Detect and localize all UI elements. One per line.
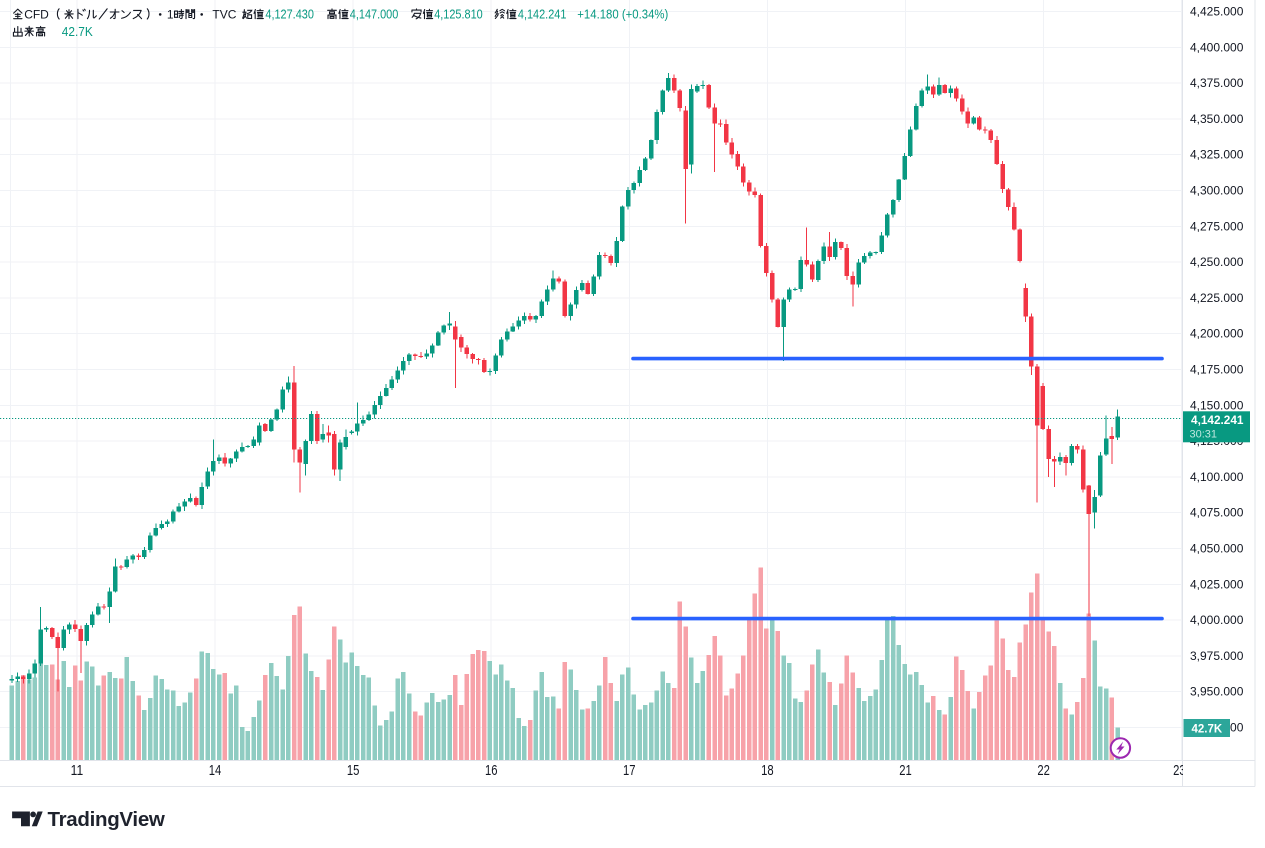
- svg-text:4,300.000: 4,300.000: [1190, 184, 1244, 198]
- svg-text:4,325.000: 4,325.000: [1190, 148, 1244, 162]
- svg-text:42.7K: 42.7K: [1191, 724, 1222, 736]
- svg-text:TVC: TVC: [212, 7, 236, 21]
- svg-text:4,025.000: 4,025.000: [1190, 577, 1244, 591]
- svg-text:4,350.000: 4,350.000: [1190, 112, 1244, 126]
- svg-text:4,250.000: 4,250.000: [1190, 255, 1244, 269]
- svg-text:4,147.000: 4,147.000: [350, 7, 399, 21]
- svg-text:16: 16: [485, 762, 498, 779]
- svg-text:1: 1: [167, 7, 174, 21]
- svg-text:CFD: CFD: [24, 7, 49, 21]
- svg-text:14: 14: [209, 762, 222, 779]
- svg-text:4,127.430: 4,127.430: [265, 7, 314, 21]
- svg-text:4,075.000: 4,075.000: [1190, 506, 1244, 520]
- svg-text:23: 23: [1173, 762, 1186, 779]
- svg-text:4,125.810: 4,125.810: [434, 7, 483, 21]
- svg-text:4,275.000: 4,275.000: [1190, 219, 1244, 233]
- svg-text:18: 18: [761, 762, 774, 779]
- svg-text:30:31: 30:31: [1190, 429, 1218, 441]
- svg-text:4,142.241: 4,142.241: [1191, 413, 1244, 427]
- svg-text:4,375.000: 4,375.000: [1190, 76, 1244, 90]
- svg-text:22: 22: [1037, 762, 1050, 779]
- svg-text:11: 11: [71, 762, 84, 779]
- svg-text:3,975.000: 3,975.000: [1190, 649, 1244, 663]
- svg-text:4,400.000: 4,400.000: [1190, 40, 1244, 54]
- svg-text:4,175.000: 4,175.000: [1190, 363, 1244, 377]
- svg-text:15: 15: [347, 762, 360, 779]
- svg-text:4,200.000: 4,200.000: [1190, 327, 1244, 341]
- svg-text:4,100.000: 4,100.000: [1190, 470, 1244, 484]
- svg-text:4,000.000: 4,000.000: [1190, 613, 1244, 627]
- svg-text:3,950.000: 3,950.000: [1190, 685, 1244, 699]
- svg-text:42.7K: 42.7K: [62, 25, 94, 39]
- svg-text:+14.180 (+0.34%): +14.180 (+0.34%): [577, 7, 668, 21]
- svg-text:4,150.000: 4,150.000: [1190, 398, 1244, 412]
- svg-text:4,142.241: 4,142.241: [518, 7, 567, 21]
- svg-text:4,425.000: 4,425.000: [1190, 5, 1244, 19]
- svg-text:4,225.000: 4,225.000: [1190, 291, 1244, 305]
- svg-text:21: 21: [899, 762, 912, 779]
- svg-text:4,050.000: 4,050.000: [1190, 542, 1244, 556]
- svg-text:17: 17: [623, 762, 636, 779]
- svg-text:TradingView: TradingView: [48, 808, 165, 831]
